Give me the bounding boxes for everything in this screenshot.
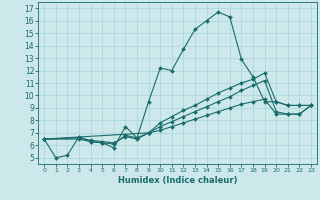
X-axis label: Humidex (Indice chaleur): Humidex (Indice chaleur) — [118, 176, 237, 185]
